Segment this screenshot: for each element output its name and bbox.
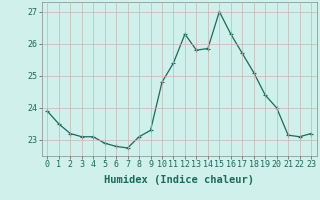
- X-axis label: Humidex (Indice chaleur): Humidex (Indice chaleur): [104, 175, 254, 185]
